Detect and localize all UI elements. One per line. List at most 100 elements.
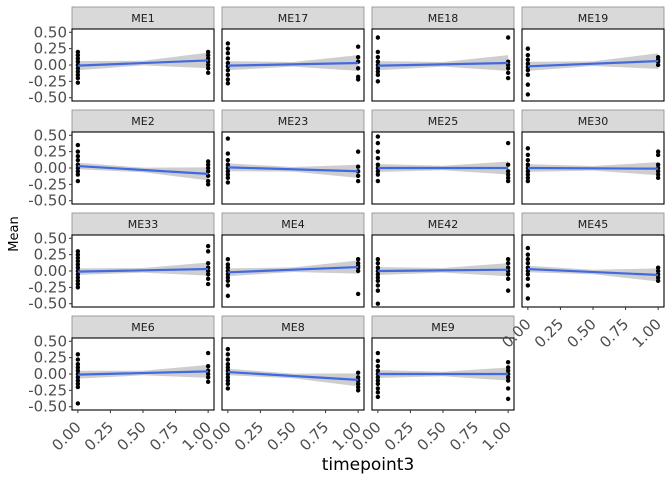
data-point [75, 381, 81, 387]
data-point [525, 175, 531, 181]
data-point [375, 375, 381, 380]
data-point [355, 164, 361, 169]
facet-panel-ME1: ME1 [71, 6, 215, 102]
data-point [205, 350, 211, 356]
data-point [375, 363, 381, 369]
panel-border [371, 131, 515, 205]
data-point [225, 265, 231, 270]
data-point [525, 146, 531, 151]
data-point [525, 272, 531, 277]
facet-panel-ME4: ME4 [221, 212, 365, 308]
data-point [225, 68, 231, 73]
regression-line [77, 164, 209, 175]
data-point [655, 265, 661, 270]
data-point [525, 152, 531, 158]
facet-strip-label: ME30 [578, 115, 608, 128]
facet-strip-label: ME8 [281, 321, 304, 334]
data-point [505, 35, 511, 40]
facet-panel-ME18: ME18 [371, 6, 515, 102]
data-point [525, 68, 531, 73]
data-point [655, 268, 661, 274]
data-point [205, 272, 211, 277]
data-point [75, 285, 81, 290]
data-point [505, 75, 511, 81]
data-point [225, 60, 231, 66]
facet-panel-ME33: ME33 [71, 212, 215, 308]
data-point [225, 180, 231, 185]
data-point [355, 44, 361, 49]
facet-strip-label: ME17 [278, 12, 308, 25]
data-point [375, 283, 381, 288]
y-tick-label: 0.00 [34, 159, 67, 177]
x-tick-label: 0.75 [296, 418, 332, 454]
data-point [75, 365, 81, 370]
data-point [525, 82, 531, 87]
y-tick-label: 0.50 [34, 126, 67, 144]
data-point [225, 41, 231, 46]
data-point [375, 35, 381, 40]
data-point [75, 172, 81, 177]
regression-line [527, 166, 659, 170]
y-tick-label: 0.25 [34, 143, 67, 161]
data-point [505, 386, 511, 391]
data-point [75, 357, 81, 362]
facet-panel-ME25: ME25 [371, 109, 515, 205]
data-point [75, 169, 81, 174]
data-point [525, 276, 531, 282]
data-point [75, 378, 81, 383]
data-point [225, 81, 231, 86]
confidence-ribbon [227, 260, 359, 277]
data-point [225, 136, 231, 141]
facet-strip-label: ME42 [428, 218, 458, 231]
data-point [525, 296, 531, 301]
facet-panel-ME2: ME2 [71, 109, 215, 205]
confidence-ribbon [227, 55, 359, 71]
regression-line [227, 265, 359, 274]
data-point [375, 257, 381, 262]
facet-strip-label: ME19 [578, 12, 608, 25]
data-point [225, 157, 231, 163]
data-point [225, 172, 231, 177]
data-point [75, 249, 81, 254]
data-point [75, 59, 81, 64]
data-point [375, 301, 381, 306]
data-point [525, 57, 531, 62]
data-point [505, 260, 511, 266]
x-tick-label: 0.50 [113, 418, 149, 454]
data-point [375, 260, 381, 266]
data-point [205, 371, 211, 377]
data-point [75, 80, 81, 85]
facet-panel-ME30: ME30 [521, 109, 665, 205]
data-point [75, 255, 81, 261]
data-point [225, 365, 231, 370]
facet-strip-label: ME23 [278, 115, 308, 128]
data-point [75, 75, 81, 81]
data-point [355, 257, 361, 262]
y-tick-label: -0.50 [28, 295, 67, 313]
data-point [225, 275, 231, 280]
data-point [205, 52, 211, 58]
facet-panel-ME8: ME8 [221, 315, 365, 411]
data-point [75, 142, 81, 148]
data-point [225, 381, 231, 387]
data-point [375, 169, 381, 174]
data-point [355, 384, 361, 390]
data-point [205, 249, 211, 254]
data-point [225, 346, 231, 352]
data-point [225, 46, 231, 51]
data-point [655, 62, 661, 68]
facet-panel-ME23: ME23 [221, 109, 365, 205]
data-point [375, 59, 381, 64]
data-point [75, 154, 81, 159]
y-tick-label: 0.50 [34, 332, 67, 350]
data-point [355, 291, 361, 297]
data-point [375, 358, 381, 364]
y-tick-label: 0.50 [34, 23, 67, 41]
data-point [75, 368, 81, 373]
x-tick-label: 0.50 [563, 315, 599, 351]
x-tick-label: 0.25 [231, 418, 267, 454]
data-point [205, 281, 211, 287]
data-point [225, 352, 231, 357]
panel-border [521, 28, 665, 102]
confidence-ribbon [77, 364, 209, 379]
